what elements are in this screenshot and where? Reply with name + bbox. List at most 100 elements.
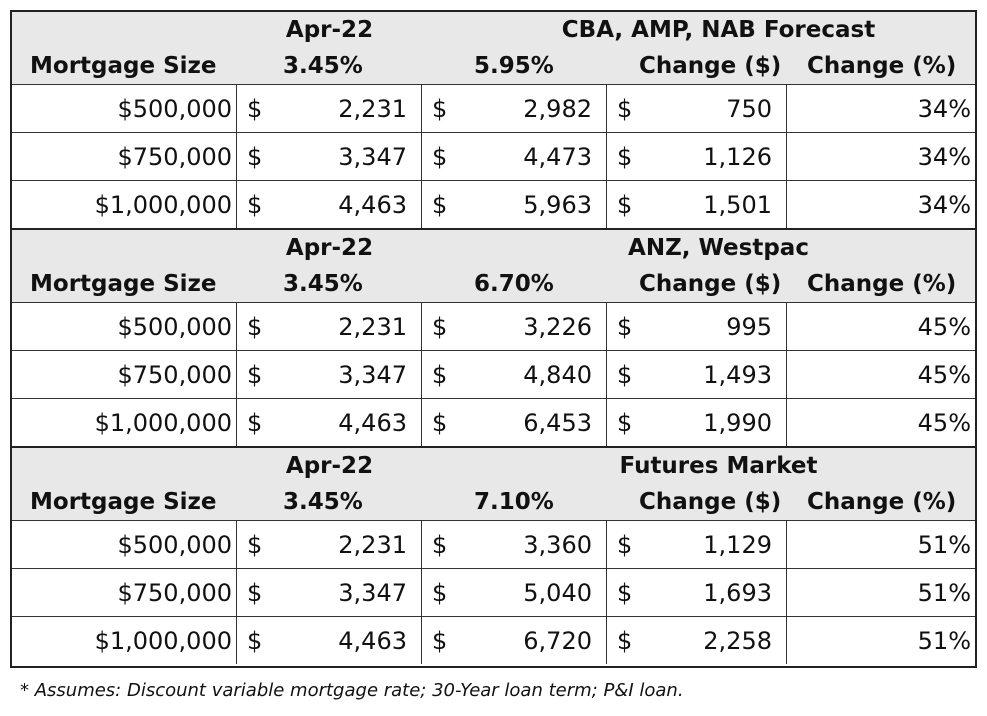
current-repayment-value: 3,347 [338, 142, 407, 171]
mortgage-size-cell: $750,000 [12, 569, 237, 616]
current-repayment-cell: $4,463 [237, 399, 422, 446]
currency-symbol: $ [247, 142, 263, 171]
currency-symbol: $ [432, 312, 448, 341]
change-percent-cell: 51% [917, 578, 971, 607]
change-percent-header: Change (%) [807, 271, 957, 297]
currency-symbol: $ [247, 312, 263, 341]
assumptions-footnote: * Assumes: Discount variable mortgage ra… [20, 680, 684, 701]
change-percent-cell: 51% [917, 530, 971, 559]
current-repayment-cell: $4,463 [237, 617, 422, 664]
currency-symbol: $ [432, 94, 448, 123]
change-percent-header: Change (%) [807, 489, 957, 515]
forecast-repayment-cell: $5,963 [422, 181, 607, 228]
forecast-rate-header: 6.70% [474, 271, 554, 297]
scenario-header: ANZ, Westpac [628, 235, 809, 261]
mortgage-size-cell: $750,000 [12, 133, 237, 180]
currency-symbol: $ [617, 94, 633, 123]
mortgage-size-cell: $500,000 [12, 303, 237, 350]
currency-symbol: $ [617, 142, 633, 171]
date-header: Apr-22 [285, 17, 374, 43]
date-header: Apr-22 [285, 235, 374, 261]
forecast-repayment-cell: $4,473 [422, 133, 607, 180]
current-repayment-value: 4,463 [338, 408, 407, 437]
mortgage-size-cell: $1,000,000 [12, 181, 237, 228]
current-repayment-cell: $3,347 [237, 569, 422, 616]
currency-symbol: $ [247, 578, 263, 607]
change-dollar-cell: $995 [607, 303, 787, 350]
change-percent-cell: 34% [917, 142, 971, 171]
change-percent-header: Change (%) [807, 53, 957, 79]
currency-symbol: $ [432, 142, 448, 171]
current-repayment-cell: $2,231 [237, 303, 422, 350]
current-repayment-cell: $4,463 [237, 181, 422, 228]
table-row: $750,000 $3,347 $4,840 $1,493 45% [12, 350, 975, 398]
current-repayment-value: 2,231 [338, 530, 407, 559]
change-dollar-value: 1,493 [703, 360, 772, 389]
forecast-repayment-cell: $6,720 [422, 617, 607, 664]
change-percent-cell: 34% [917, 190, 971, 219]
change-dollar-cell: $750 [607, 85, 787, 132]
currency-symbol: $ [432, 626, 448, 655]
mortgage-size-header: Mortgage Size [30, 271, 217, 297]
current-rate-header: 3.45% [283, 489, 363, 515]
forecast-repayment-value: 4,840 [523, 360, 592, 389]
forecast-repayment-cell: $4,840 [422, 351, 607, 398]
current-repayment-cell: $3,347 [237, 351, 422, 398]
mortgage-size-header: Mortgage Size [30, 53, 217, 79]
forecast-rate-header: 5.95% [474, 53, 554, 79]
currency-symbol: $ [617, 408, 633, 437]
currency-symbol: $ [617, 626, 633, 655]
current-repayment-cell: $2,231 [237, 85, 422, 132]
currency-symbol: $ [617, 578, 633, 607]
forecast-repayment-cell: $2,982 [422, 85, 607, 132]
currency-symbol: $ [617, 312, 633, 341]
forecast-repayment-value: 3,360 [523, 530, 592, 559]
forecast-repayment-cell: $5,040 [422, 569, 607, 616]
change-percent-cell: 45% [917, 312, 971, 341]
change-dollar-value: 1,990 [703, 408, 772, 437]
currency-symbol: $ [247, 190, 263, 219]
change-dollar-value: 1,126 [703, 142, 772, 171]
change-percent-cell: 45% [917, 408, 971, 437]
current-repayment-value: 4,463 [338, 190, 407, 219]
currency-symbol: $ [247, 408, 263, 437]
scenario-header: CBA, AMP, NAB Forecast [561, 17, 876, 43]
mortgage-size-cell: $500,000 [12, 521, 237, 568]
table-section-futures-market: Apr-22 Futures Market Mortgage Size 3.45… [12, 448, 975, 666]
forecast-repayment-cell: $3,226 [422, 303, 607, 350]
forecast-repayment-value: 5,040 [523, 578, 592, 607]
forecast-repayment-cell: $6,453 [422, 399, 607, 446]
change-dollar-value: 995 [726, 312, 772, 341]
currency-symbol: $ [247, 626, 263, 655]
scenario-header: Futures Market [619, 453, 818, 479]
change-percent-cell: 34% [917, 94, 971, 123]
mortgage-size-header: Mortgage Size [30, 489, 217, 515]
forecast-repayment-cell: $3,360 [422, 521, 607, 568]
change-dollar-header: Change ($) [639, 489, 782, 515]
currency-symbol: $ [432, 360, 448, 389]
change-dollar-value: 1,501 [703, 190, 772, 219]
mortgage-repayment-table: Apr-22 CBA, AMP, NAB Forecast Mortgage S… [10, 10, 977, 668]
currency-symbol: $ [432, 408, 448, 437]
mortgage-size-cell: $1,000,000 [12, 617, 237, 664]
currency-symbol: $ [617, 190, 633, 219]
currency-symbol: $ [432, 190, 448, 219]
current-repayment-value: 2,231 [338, 312, 407, 341]
change-dollar-cell: $1,501 [607, 181, 787, 228]
table-row: $500,000 $2,231 $2,982 $750 34% [12, 84, 975, 132]
change-dollar-value: 750 [726, 94, 772, 123]
change-dollar-cell: $1,129 [607, 521, 787, 568]
forecast-repayment-value: 6,720 [523, 626, 592, 655]
table-row: $1,000,000 $4,463 $6,720 $2,258 51% [12, 616, 975, 664]
current-repayment-value: 3,347 [338, 360, 407, 389]
currency-symbol: $ [247, 360, 263, 389]
change-dollar-cell: $1,990 [607, 399, 787, 446]
forecast-repayment-value: 6,453 [523, 408, 592, 437]
currency-symbol: $ [247, 94, 263, 123]
change-dollar-cell: $1,493 [607, 351, 787, 398]
table-row: $500,000 $2,231 $3,360 $1,129 51% [12, 520, 975, 568]
currency-symbol: $ [617, 530, 633, 559]
change-dollar-value: 1,129 [703, 530, 772, 559]
section-header: Apr-22 Futures Market Mortgage Size 3.45… [12, 448, 975, 520]
currency-symbol: $ [432, 578, 448, 607]
